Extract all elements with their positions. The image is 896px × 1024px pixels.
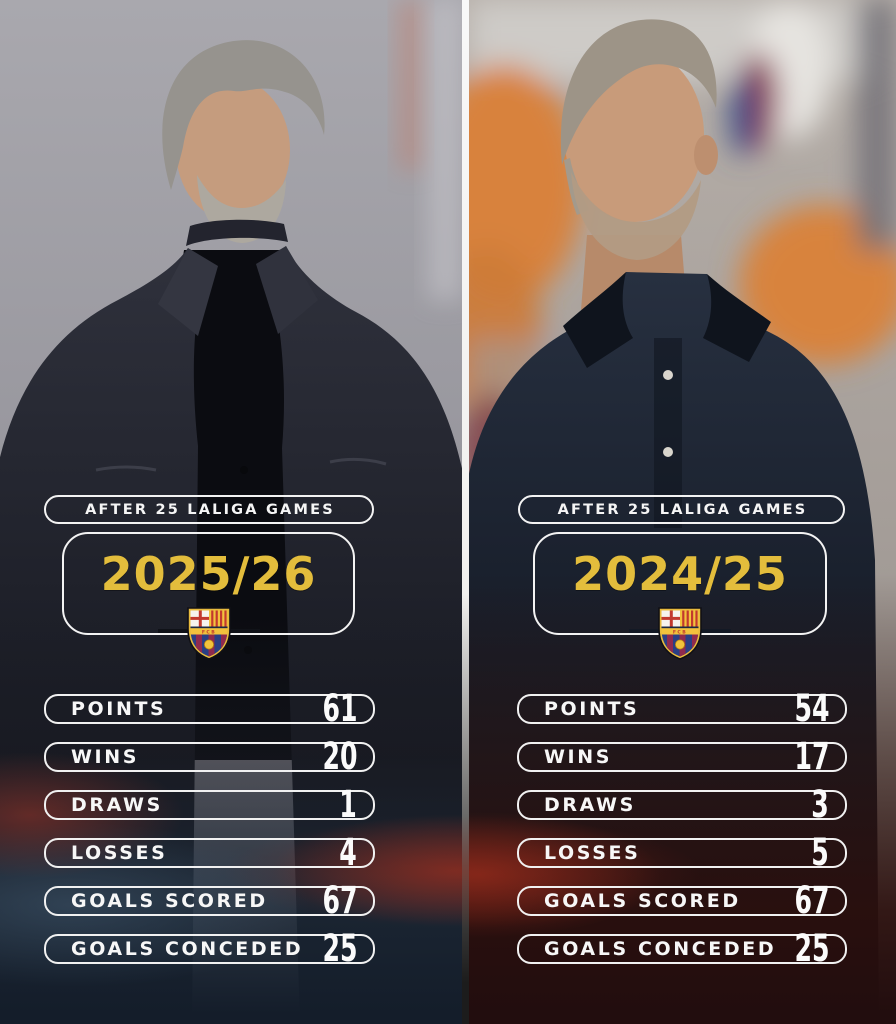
stats-list-right: POINTS 54 WINS 17 DRAWS 3 LOSSES 5 GOALS… [517, 687, 847, 982]
stat-row-draws: DRAWS 1 [44, 783, 375, 826]
stat-value: 54 [793, 687, 829, 730]
stat-label: GOALS CONCEDED [544, 938, 777, 960]
stat-value: 5 [811, 831, 829, 874]
stat-label: POINTS [544, 698, 640, 720]
stat-label: GOALS CONCEDED [71, 938, 304, 960]
season-panel-2024-25: AFTER 25 LALIGA GAMES 2024/25 POINTS 54 … [469, 0, 896, 1024]
fc-barcelona-crest-icon [657, 606, 703, 660]
season-label: 2024/25 [572, 547, 788, 601]
fc-barcelona-crest-icon [186, 606, 232, 660]
stats-list-left: POINTS 61 WINS 20 DRAWS 1 LOSSES 4 GOALS… [44, 687, 375, 982]
stat-value: 17 [793, 735, 829, 778]
stat-row-wins: WINS 20 [44, 735, 375, 778]
stat-label: WINS [544, 746, 613, 768]
stat-value: 3 [811, 783, 829, 826]
stat-value: 67 [793, 879, 829, 922]
stat-row-losses: LOSSES 5 [517, 831, 847, 874]
stat-label: GOALS SCORED [544, 890, 741, 912]
season-label: 2025/26 [100, 547, 317, 601]
stat-value: 25 [321, 927, 357, 970]
stat-value: 67 [321, 879, 357, 922]
stat-value: 20 [321, 735, 357, 778]
stat-label: DRAWS [71, 794, 163, 816]
games-header-pill-left: AFTER 25 LALIGA GAMES [44, 495, 374, 524]
stat-row-points: POINTS 61 [44, 687, 375, 730]
stat-value: 4 [339, 831, 357, 874]
stat-label: LOSSES [71, 842, 168, 864]
stat-row-draws: DRAWS 3 [517, 783, 847, 826]
stat-row-losses: LOSSES 4 [44, 831, 375, 874]
stat-label: DRAWS [544, 794, 636, 816]
stat-row-points: POINTS 54 [517, 687, 847, 730]
games-header-label: AFTER 25 LALIGA GAMES [85, 501, 335, 518]
season-panel-2025-26: AFTER 25 LALIGA GAMES 2025/26 POINTS 61 … [0, 0, 462, 1024]
games-header-label: AFTER 25 LALIGA GAMES [557, 501, 808, 518]
stat-row-goals-scored: GOALS SCORED 67 [517, 879, 847, 922]
stat-label: POINTS [71, 698, 167, 720]
stat-value: 25 [793, 927, 829, 970]
stat-label: LOSSES [544, 842, 641, 864]
stat-row-goals-conceded: GOALS CONCEDED 25 [517, 927, 847, 970]
stat-row-wins: WINS 17 [517, 735, 847, 778]
stat-row-goals-scored: GOALS SCORED 67 [44, 879, 375, 922]
games-header-pill-right: AFTER 25 LALIGA GAMES [518, 495, 845, 524]
stat-value: 1 [339, 783, 357, 826]
stat-label: WINS [71, 746, 140, 768]
panel-divider [462, 0, 469, 1024]
stat-label: GOALS SCORED [71, 890, 268, 912]
stat-row-goals-conceded: GOALS CONCEDED 25 [44, 927, 375, 970]
stat-value: 61 [321, 687, 357, 730]
